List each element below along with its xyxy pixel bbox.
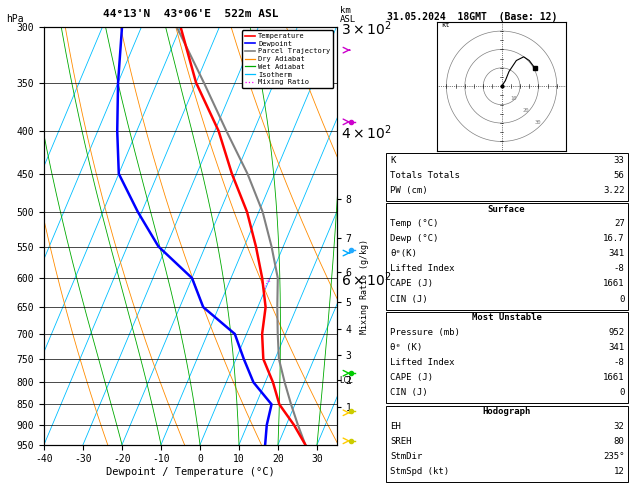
Text: CIN (J): CIN (J) [390,388,428,398]
Text: 56: 56 [614,171,625,180]
Text: 12: 12 [614,467,625,476]
Text: 32: 32 [614,422,625,431]
Text: 33: 33 [614,156,625,165]
Text: 3.22: 3.22 [603,186,625,195]
Text: SREH: SREH [390,437,411,446]
Text: km
ASL: km ASL [340,6,356,24]
Text: θᵉ (K): θᵉ (K) [390,343,422,352]
Text: 1: 1 [266,278,270,283]
Text: 80: 80 [614,437,625,446]
Text: PW (cm): PW (cm) [390,186,428,195]
Text: Lifted Index: Lifted Index [390,358,455,367]
Text: 0: 0 [619,388,625,398]
Text: EH: EH [390,422,401,431]
Text: 10: 10 [510,96,517,101]
Text: -8: -8 [614,358,625,367]
Text: kt: kt [441,22,449,28]
Text: 30: 30 [534,120,541,124]
Text: Surface: Surface [488,205,525,214]
Text: 20: 20 [522,108,529,113]
Text: 44°13'N  43°06'E  522m ASL: 44°13'N 43°06'E 522m ASL [103,9,278,19]
Text: Mixing Ratio (g/kg): Mixing Ratio (g/kg) [360,239,369,334]
Text: 16.7: 16.7 [603,234,625,243]
Text: Pressure (mb): Pressure (mb) [390,328,460,337]
Text: Lifted Index: Lifted Index [390,264,455,274]
Text: Dewp (°C): Dewp (°C) [390,234,438,243]
X-axis label: Dewpoint / Temperature (°C): Dewpoint / Temperature (°C) [106,467,275,477]
Text: 31.05.2024  18GMT  (Base: 12): 31.05.2024 18GMT (Base: 12) [387,12,557,22]
Text: CAPE (J): CAPE (J) [390,279,433,289]
Text: CAPE (J): CAPE (J) [390,373,433,382]
Text: 235°: 235° [603,452,625,461]
Text: LCL: LCL [340,376,353,384]
Text: 0: 0 [619,295,625,304]
Text: Most Unstable: Most Unstable [472,313,542,323]
Text: 341: 341 [608,343,625,352]
Legend: Temperature, Dewpoint, Parcel Trajectory, Dry Adiabat, Wet Adiabat, Isotherm, Mi: Temperature, Dewpoint, Parcel Trajectory… [242,30,333,88]
Text: Temp (°C): Temp (°C) [390,219,438,228]
Text: θᵉ(K): θᵉ(K) [390,249,417,259]
Text: StmSpd (kt): StmSpd (kt) [390,467,449,476]
Text: -8: -8 [614,264,625,274]
Text: hPa: hPa [6,14,24,24]
Text: 1661: 1661 [603,373,625,382]
Text: 952: 952 [608,328,625,337]
Text: 1661: 1661 [603,279,625,289]
Text: 27: 27 [614,219,625,228]
Text: Totals Totals: Totals Totals [390,171,460,180]
Text: Hodograph: Hodograph [482,407,531,417]
Text: K: K [390,156,396,165]
Text: 341: 341 [608,249,625,259]
Text: CIN (J): CIN (J) [390,295,428,304]
Text: StmDir: StmDir [390,452,422,461]
